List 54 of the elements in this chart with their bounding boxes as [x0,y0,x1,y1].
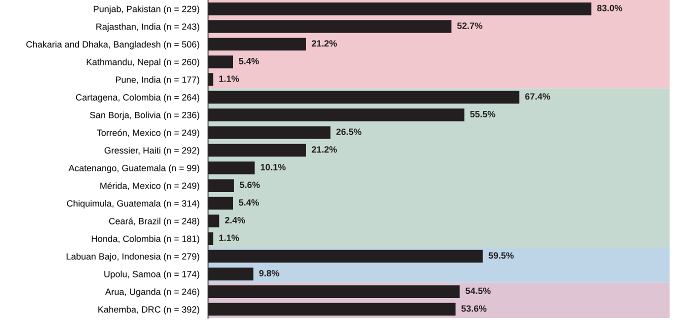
bar [208,73,214,86]
bar [208,162,255,174]
bar [208,214,220,228]
y-tick-label: Mérida, Mexico (n = 249) [100,182,200,191]
bar [208,179,234,192]
data-label: 1.1% [219,76,240,82]
y-tick-label: Chiquimula, Guatemala (n = 314) [66,200,200,208]
y-tick-label: Kathmandu, Nepal (n = 260) [86,58,200,68]
y-tick-label: Punjab, Pakistan (n = 229) [94,6,200,14]
data-label: 10.1% [260,164,286,170]
data-label: 55.5% [470,110,496,118]
y-tick-label: Cartagena, Colombia (n = 264) [76,94,200,102]
data-label: 59.5% [488,252,514,259]
data-label: 5.6% [240,182,260,188]
y-tick-label: Labuan Bajo, Indonesia (n = 279) [66,253,200,262]
y-tick-label: San Borja, Bolivia (n = 236) [90,112,200,120]
data-label: 83.0% [597,4,622,12]
data-label: 53.6% [461,305,486,312]
bar [208,108,464,122]
data-label: 21.2% [312,146,337,153]
data-label: 21.2% [312,40,337,47]
bar [208,126,330,139]
y-tick-label: Upolu, Samoa (n = 174) [104,270,200,280]
bar [208,285,460,298]
bar [208,20,452,33]
data-label: 2.4% [225,216,246,224]
bar [208,196,234,210]
data-label: 52.7% [457,22,482,29]
bar [208,55,234,68]
bar [208,90,520,104]
y-tick-label: Kahemba, DRC (n = 392) [98,306,200,314]
y-tick-label: Chakaria and Dhaka, Bangladesh (n = 506) [26,40,200,50]
y-tick-label: Honda, Colombia (n = 181) [92,235,200,244]
data-label: 1.1% [219,234,240,242]
y-tick-label: Pune, India (n = 177) [116,76,200,85]
y-tick-label: Acatenango, Guatemala (n = 99) [68,164,200,174]
bar [208,144,306,157]
data-label: 54.5% [466,288,491,294]
y-tick-label: Torreón, Mexico (n = 249) [96,129,200,138]
bar [208,302,456,316]
data-label: 5.4% [238,199,259,206]
data-label: 67.4% [525,93,550,100]
y-tick-label: Gressier, Haiti (n = 292) [104,146,200,156]
bar [208,232,214,245]
bar [208,2,592,16]
bar [208,250,483,263]
data-label: 9.8% [259,270,280,276]
data-label: 26.5% [336,128,362,135]
data-label: 5.4% [238,58,259,64]
bar [208,38,306,51]
y-tick-label: Ceará, Brazil (n = 248) [109,218,200,226]
y-tick-label: Arua, Uganda (n = 246) [105,288,200,297]
bar [208,268,254,280]
y-tick-label: Rajasthan, India (n = 243) [96,23,200,32]
